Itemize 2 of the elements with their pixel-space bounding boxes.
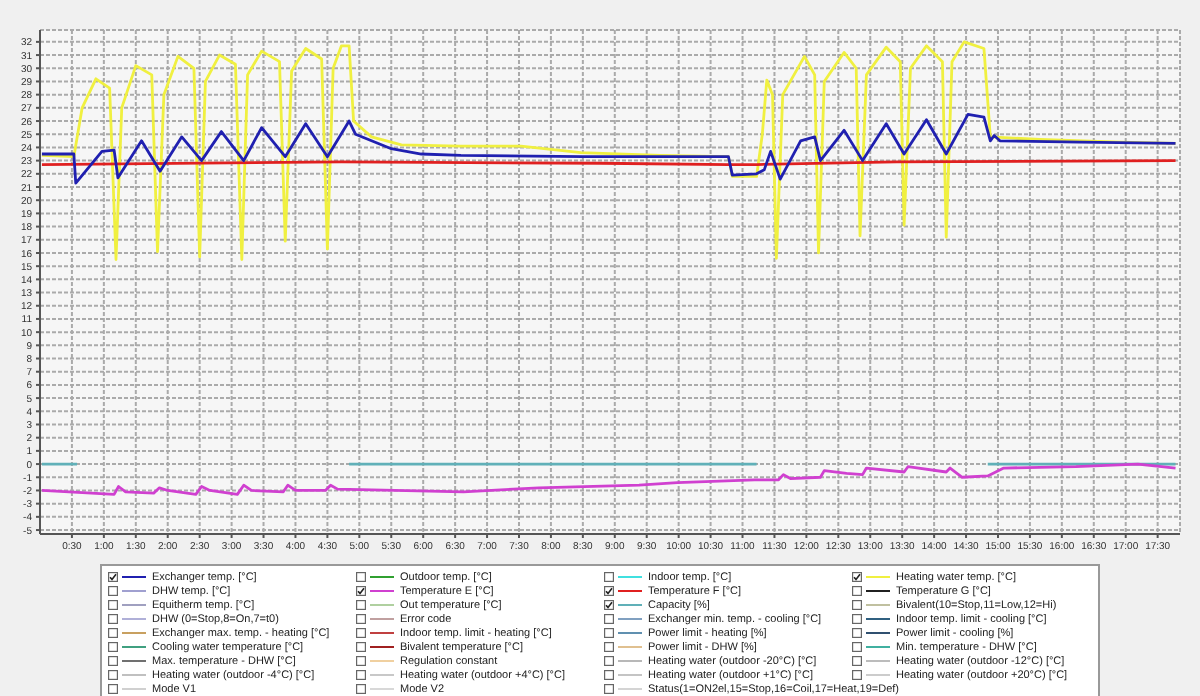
line-series bbox=[40, 113, 1177, 185]
line-series bbox=[40, 462, 1177, 496]
